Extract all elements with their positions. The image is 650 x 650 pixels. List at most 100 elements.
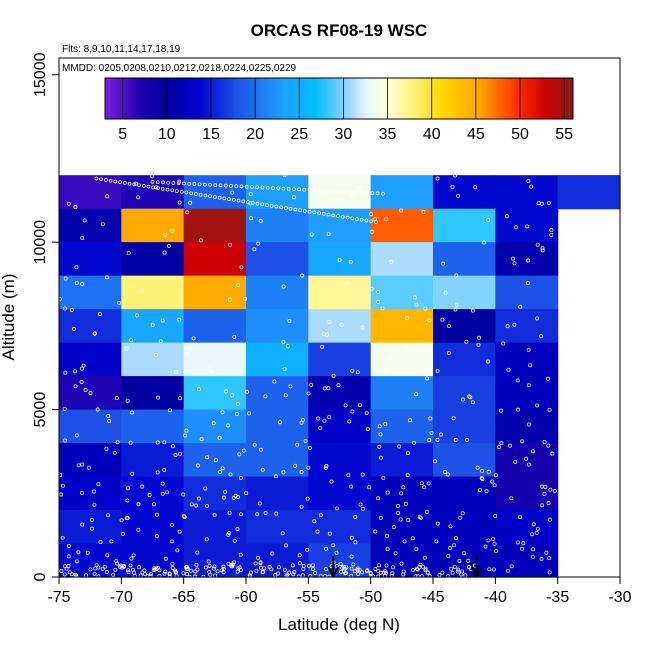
sample-point — [415, 573, 420, 578]
sample-point — [229, 184, 233, 188]
sample-point — [82, 218, 87, 223]
dates-annotation: MMDD: 0205,0208,0210,0212,0218,0224,0225… — [62, 63, 297, 74]
sample-point — [399, 491, 404, 496]
sample-point — [326, 189, 331, 194]
heatmap-cell — [495, 208, 559, 243]
sample-point — [504, 214, 509, 219]
sample-point — [74, 281, 79, 286]
sample-point — [97, 312, 102, 317]
sample-point — [203, 486, 208, 491]
sample-point — [531, 554, 535, 559]
sample-point — [419, 481, 424, 486]
sample-point — [224, 389, 229, 394]
sample-point — [333, 189, 338, 194]
sample-point — [475, 465, 480, 470]
sample-point — [252, 247, 257, 252]
sample-point — [305, 496, 310, 501]
sample-point — [248, 192, 253, 196]
sample-point — [525, 281, 530, 286]
sample-point — [414, 547, 419, 552]
arrow-markers — [327, 556, 483, 579]
sample-point — [368, 571, 373, 576]
sample-point — [88, 391, 93, 395]
sample-point — [324, 546, 329, 551]
sample-point — [137, 565, 142, 570]
sample-point — [80, 282, 85, 286]
sample-point — [492, 483, 497, 488]
sample-point — [60, 483, 65, 488]
sample-point — [360, 190, 364, 195]
sample-point — [326, 386, 331, 391]
sample-point — [236, 566, 241, 571]
sample-point — [165, 187, 170, 192]
sample-point — [299, 470, 304, 474]
sample-point — [129, 556, 134, 561]
heatmap-cell — [370, 342, 434, 377]
sample-point — [128, 563, 133, 568]
sample-point — [373, 529, 378, 534]
colorbar-tick-label: 10 — [158, 126, 176, 143]
sample-point — [66, 554, 71, 559]
sample-point — [306, 391, 311, 396]
sample-point — [369, 219, 374, 224]
sample-point — [482, 240, 486, 245]
sample-point — [236, 401, 240, 406]
heatmap-cell — [308, 309, 372, 344]
sample-point — [514, 225, 519, 230]
sample-point — [281, 284, 286, 289]
sample-point — [244, 184, 249, 189]
heatmap-cell — [433, 208, 496, 243]
sample-point — [118, 180, 122, 185]
sample-point — [327, 531, 332, 536]
sample-point — [136, 527, 141, 532]
sample-point — [255, 201, 260, 206]
sample-point — [244, 389, 249, 394]
sample-point — [205, 455, 210, 460]
sample-point — [531, 547, 536, 552]
sample-point — [181, 571, 186, 576]
sample-point — [312, 188, 317, 193]
sample-point — [160, 491, 165, 496]
sample-point — [189, 502, 194, 507]
sample-point — [378, 570, 383, 575]
sample-point — [476, 342, 481, 347]
sample-point — [413, 574, 418, 579]
sample-point — [271, 186, 275, 190]
sample-point — [80, 491, 84, 495]
heatmap-cell — [495, 342, 559, 377]
sample-point — [505, 568, 510, 573]
sample-point — [111, 572, 116, 577]
sample-point — [525, 224, 530, 229]
sample-point — [346, 473, 351, 478]
sample-point — [114, 396, 119, 401]
sample-point — [243, 296, 248, 301]
sample-point — [350, 368, 355, 373]
sample-point — [515, 540, 520, 545]
sample-point — [64, 566, 69, 571]
sample-point — [446, 554, 451, 559]
sample-point — [357, 185, 362, 190]
sample-point — [326, 212, 331, 217]
sample-point — [530, 532, 534, 537]
x-tick-label: -40 — [484, 589, 507, 606]
sample-point — [356, 572, 361, 576]
heatmap-cell — [433, 443, 496, 478]
sample-point — [428, 416, 433, 421]
sample-point — [329, 479, 334, 484]
sample-point — [99, 177, 103, 182]
colorbar: 5 10 15 20 25 30 35 40 45 50 55 — [104, 77, 574, 143]
heatmap-cell — [183, 208, 247, 243]
sample-point — [479, 476, 484, 481]
sample-point — [238, 476, 243, 480]
sample-point — [235, 527, 240, 531]
heatmap-cell — [370, 175, 434, 210]
sample-point — [250, 185, 254, 189]
sample-point — [405, 451, 410, 456]
sample-point — [423, 566, 428, 571]
sample-point — [170, 188, 175, 193]
sample-point — [506, 367, 511, 372]
sample-point — [433, 459, 437, 464]
sample-point — [509, 496, 514, 501]
sample-point — [185, 210, 190, 215]
